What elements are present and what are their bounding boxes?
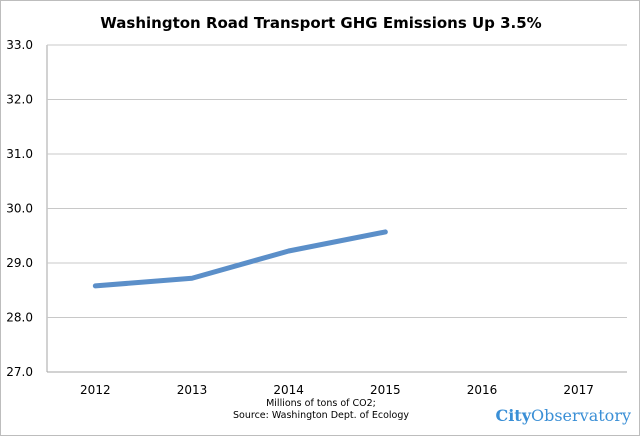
city-observatory-logo: CityObservatory [495, 406, 631, 425]
y-tick-label: 33.0 [6, 38, 33, 52]
y-tick-label: 27.0 [6, 365, 33, 379]
logo-bold: City [495, 406, 531, 425]
x-tick-label: 2016 [467, 383, 498, 397]
x-tick-label: 2015 [370, 383, 401, 397]
units-note: Millions of tons of CO2; [266, 398, 376, 409]
y-tick-label: 31.0 [6, 147, 33, 161]
x-tick-label: 2017 [563, 383, 594, 397]
x-tick-label: 2014 [273, 383, 304, 397]
source-note: Source: Washington Dept. of Ecology [233, 410, 409, 421]
y-tick-label: 29.0 [6, 256, 33, 270]
logo-regular: Observatory [531, 406, 631, 425]
chart-title: Washington Road Transport GHG Emissions … [100, 14, 541, 32]
x-tick-label: 2013 [177, 383, 208, 397]
y-tick-label: 32.0 [6, 93, 33, 107]
series-line [95, 232, 385, 286]
x-tick-label: 2012 [80, 383, 111, 397]
y-tick-label: 30.0 [6, 202, 33, 216]
y-tick-label: 28.0 [6, 311, 33, 325]
